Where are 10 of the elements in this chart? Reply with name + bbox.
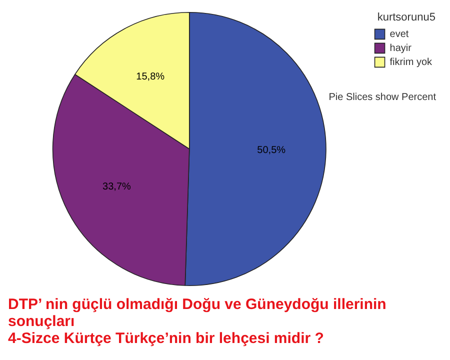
data-label: 50,5%	[257, 145, 286, 156]
legend-label: hayir	[390, 42, 412, 54]
legend-label: evet	[390, 28, 409, 40]
data-label: 33,7%	[102, 182, 131, 193]
text: 4-Sizce Kürtçe Türkçe’nin bir lehçesi midir ?	[8, 330, 325, 347]
legend-title: kurtsorunu5	[377, 12, 436, 24]
legend-label: fikrim yok	[390, 56, 433, 68]
data-label: 15,8%	[136, 72, 165, 83]
text: Pie Slices show Percent	[328, 92, 436, 103]
text: DTP’ nin güçlü olmadığı Doğu ve Güneydoğu illerinin sonuçları	[8, 296, 388, 330]
